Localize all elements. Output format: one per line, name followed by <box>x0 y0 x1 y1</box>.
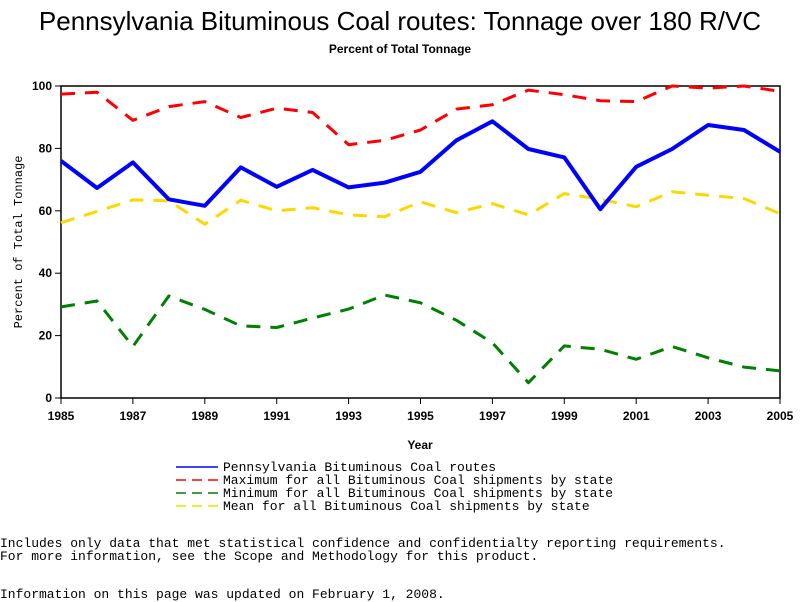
y-axis-label: Percent of Total Tonnage <box>12 156 26 329</box>
y-tick-label: 0 <box>45 391 52 405</box>
x-axis-label: Year <box>407 438 433 452</box>
plot-frame <box>61 86 780 398</box>
y-tick-label: 20 <box>39 329 53 343</box>
x-tick-label: 1993 <box>335 409 362 423</box>
x-tick-label: 1989 <box>191 409 218 423</box>
x-tick-label: 2003 <box>695 409 722 423</box>
x-tick-label: 1997 <box>479 409 506 423</box>
x-tick-label: 1999 <box>551 409 578 423</box>
note-methodology: For more information, see the Scope and … <box>0 549 538 564</box>
x-tick-label: 1991 <box>263 409 290 423</box>
x-tick-label: 2001 <box>623 409 650 423</box>
y-tick-label: 80 <box>39 141 53 155</box>
series-line-1 <box>61 86 780 145</box>
y-tick-label: 60 <box>39 204 53 218</box>
x-tick-label: 1985 <box>48 409 75 423</box>
x-tick-label: 2005 <box>767 409 794 423</box>
legend-label-3: Mean for all Bituminous Coal shipments b… <box>223 499 590 514</box>
series-line-2 <box>61 295 780 383</box>
x-tick-label: 1987 <box>120 409 147 423</box>
series-line-0 <box>61 121 780 209</box>
y-tick-label: 100 <box>32 79 52 93</box>
y-tick-label: 40 <box>39 266 53 280</box>
x-tick-label: 1995 <box>407 409 434 423</box>
